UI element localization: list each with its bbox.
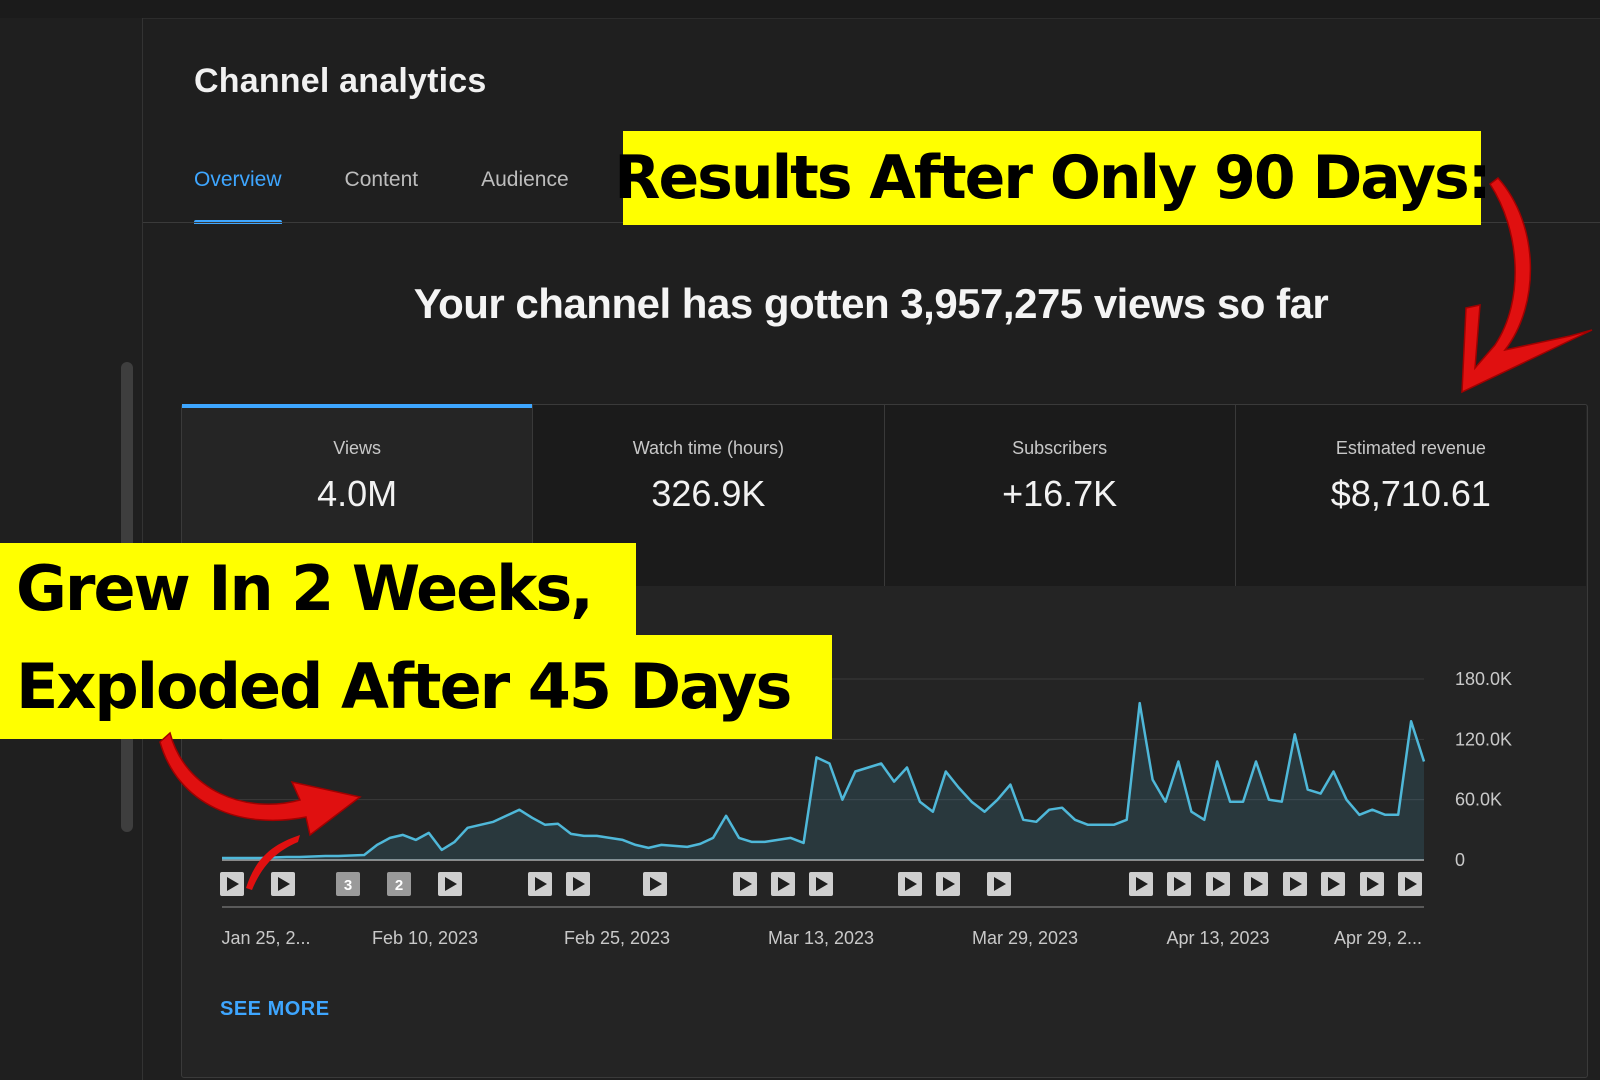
x-tick-label: Apr 29, 2... xyxy=(1334,928,1422,948)
play-icon xyxy=(650,877,662,891)
metric-value: 326.9K xyxy=(651,473,766,514)
play-icon xyxy=(1290,877,1302,891)
metric-subscribers[interactable]: Subscribers +16.7K xyxy=(883,405,1235,586)
metric-value: 4.0M xyxy=(317,473,398,514)
x-tick-label: Feb 25, 2023 xyxy=(564,928,670,948)
y-tick-label: 180.0K xyxy=(1455,669,1512,689)
x-tick-label: Feb 10, 2023 xyxy=(372,928,478,948)
metric-label: Views xyxy=(333,438,381,458)
play-icon xyxy=(227,877,239,891)
play-icon xyxy=(943,877,955,891)
views-summary: Your channel has gotten 3,957,275 views … xyxy=(413,280,1329,327)
x-tick-label: Apr 13, 2023 xyxy=(1166,928,1269,948)
play-icon xyxy=(573,877,585,891)
metric-label: Estimated revenue xyxy=(1335,438,1486,458)
metric-tabs: Views 4.0M Watch time (hours) 326.9K Sub… xyxy=(182,404,1586,586)
video-marker xyxy=(336,872,360,896)
play-icon xyxy=(445,877,457,891)
page-title: Channel analytics xyxy=(194,62,487,100)
top-bar xyxy=(0,0,1600,19)
tab-content[interactable]: Content xyxy=(344,168,419,191)
y-tick-label: 60.0K xyxy=(1455,790,1502,810)
play-icon xyxy=(535,877,547,891)
callout-grew-banner: Grew In 2 Weeks, xyxy=(0,543,636,635)
metric-watch-time[interactable]: Watch time (hours) 326.9K xyxy=(532,405,884,586)
video-marker-count: 2 xyxy=(395,877,403,894)
x-tick-label: Mar 13, 2023 xyxy=(768,928,874,948)
metric-value: +16.7K xyxy=(1002,473,1118,514)
metric-label: Subscribers xyxy=(1012,438,1108,458)
play-icon xyxy=(1251,877,1263,891)
views-line xyxy=(222,701,1426,860)
play-icon xyxy=(740,877,752,891)
views-area xyxy=(222,703,1424,860)
play-icon xyxy=(1174,877,1186,891)
metric-value: $8,710.61 xyxy=(1330,473,1491,514)
y-tick-label: 0 xyxy=(1455,850,1465,870)
video-marker xyxy=(387,872,411,896)
metric-label: Watch time (hours) xyxy=(632,438,785,458)
play-icon xyxy=(1328,877,1340,891)
play-icon xyxy=(816,877,828,891)
play-icon xyxy=(1136,877,1148,891)
play-icon xyxy=(1367,877,1379,891)
x-tick-label: Mar 29, 2023 xyxy=(972,928,1078,948)
see-more-button[interactable]: SEE MORE xyxy=(220,998,330,1020)
tab-audience[interactable]: Audience xyxy=(481,168,569,191)
metric-estimated-revenue[interactable]: Estimated revenue $8,710.61 xyxy=(1234,405,1586,586)
x-tick-label: Jan 25, 2... xyxy=(221,928,310,948)
play-icon xyxy=(905,877,917,891)
callout-results-banner: Results After Only 90 Days: xyxy=(614,131,1492,225)
play-icon xyxy=(778,877,790,891)
play-icon xyxy=(1405,877,1417,891)
play-icon xyxy=(1213,877,1225,891)
play-icon xyxy=(994,877,1006,891)
y-tick-label: 120.0K xyxy=(1455,729,1512,749)
video-marker-count: 3 xyxy=(344,877,352,894)
callout-exploded-banner: Exploded After 45 Days xyxy=(0,635,832,739)
